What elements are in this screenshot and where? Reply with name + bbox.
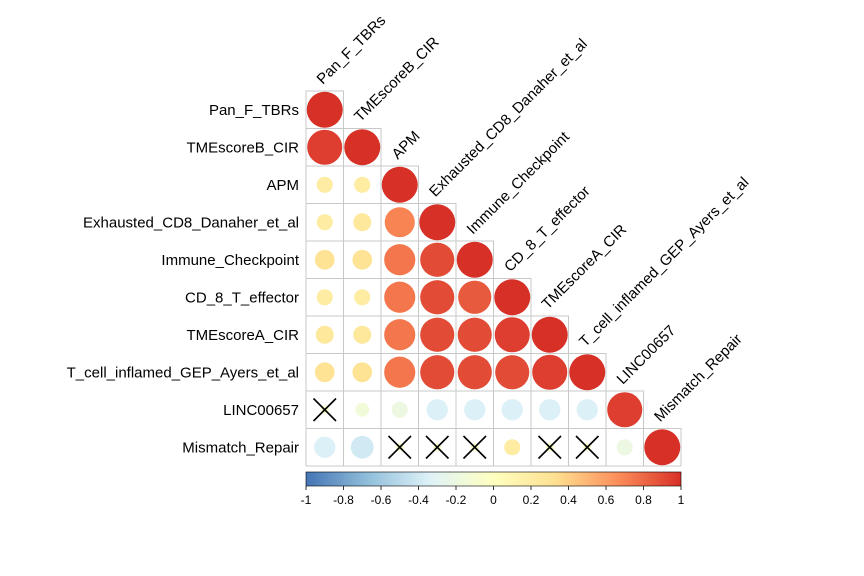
- corr-circle-7-1: [352, 362, 373, 383]
- insignificance-crosses: [312, 397, 600, 460]
- corr-circle-9-5: [504, 439, 521, 456]
- column-label-3: Exhausted_CD8_Danaher_et_al: [426, 36, 591, 201]
- corr-circle-6-0: [315, 325, 334, 344]
- colorbar-tick-label-9: 0.8: [635, 493, 652, 507]
- row-label-4: Immune_Checkpoint: [161, 252, 299, 269]
- insig-cross-9-7: [575, 435, 600, 460]
- corr-circle-2-1: [354, 176, 371, 193]
- corr-circle-4-3: [420, 242, 455, 277]
- column-label-0: Pan_F_TBRs: [314, 12, 390, 88]
- corr-circle-7-7: [569, 354, 606, 391]
- corr-circle-3-2: [384, 207, 415, 238]
- corr-circle-4-1: [352, 249, 373, 270]
- corr-circle-8-7: [576, 399, 598, 421]
- corr-circle-9-0: [314, 436, 336, 458]
- corr-circle-5-4: [458, 280, 492, 314]
- colorbar: -1 -0.8 -0.6 -0.4 -0.2 0 0.2 0.4 0.6 0.8 1: [301, 471, 685, 507]
- corr-circle-8-6: [539, 399, 561, 421]
- corr-circle-7-2: [384, 356, 416, 388]
- colorbar-tick-label-0: -1: [301, 493, 312, 507]
- corr-circle-6-3: [420, 317, 455, 352]
- corr-circle-2-0: [316, 176, 333, 193]
- corr-circle-8-4: [464, 399, 486, 421]
- corr-circle-0-0: [306, 91, 343, 128]
- cell-3-1: [343, 203, 382, 242]
- colorbar-tick-label-5: 0: [490, 493, 497, 507]
- corr-circle-7-6: [532, 354, 568, 390]
- row-label-2: APM: [266, 177, 299, 194]
- corr-circle-7-4: [457, 355, 492, 390]
- corr-circle-3-3: [419, 204, 456, 241]
- row-labels: Pan_F_TBRs TMEscoreB_CIR APM Exhausted_CD8_…: [67, 102, 300, 457]
- row-label-1: TMEscoreB_CIR: [186, 139, 299, 156]
- corr-circle-4-4: [456, 241, 493, 278]
- insig-cross-9-3: [425, 435, 450, 460]
- corr-circle-8-5: [501, 399, 523, 421]
- corr-circle-9-1: [350, 435, 374, 459]
- colorbar-tick-label-10: 1: [678, 493, 685, 507]
- corr-circle-6-6: [531, 316, 568, 353]
- colorbar-tick-label-6: 0.2: [523, 493, 540, 507]
- corr-circle-8-1: [355, 402, 370, 417]
- corr-circle-5-1: [354, 289, 371, 306]
- colorbar-tick-label-8: 0.6: [598, 493, 615, 507]
- corr-circle-8-3: [426, 399, 448, 421]
- corr-circle-5-3: [420, 280, 455, 315]
- colorbar-tick-label-2: -0.6: [371, 493, 392, 507]
- insig-cross-9-2: [387, 435, 412, 460]
- corr-circle-5-2: [384, 281, 416, 313]
- corr-circle-2-2: [381, 166, 418, 203]
- row-label-6: TMEscoreA_CIR: [186, 327, 299, 344]
- insig-cross-8-0: [312, 397, 337, 422]
- row-label-3: Exhausted_CD8_Danaher_et_al: [83, 214, 299, 231]
- corr-circle-7-5: [495, 355, 530, 390]
- row-label-0: Pan_F_TBRs: [209, 102, 299, 119]
- cell-6-0: [305, 315, 344, 354]
- colorbar-tick-label-7: 0.4: [560, 493, 577, 507]
- corr-circle-4-0: [314, 249, 335, 270]
- insig-cross-9-6: [537, 435, 562, 460]
- row-label-9: Mismatch_Repair: [182, 439, 299, 456]
- row-label-5: CD_8_T_effector: [185, 289, 299, 306]
- corr-circle-8-2: [391, 401, 408, 418]
- corr-circle-3-0: [316, 214, 333, 231]
- corr-circle-5-5: [494, 279, 531, 316]
- colorbar-tick-label-1: -0.8: [333, 493, 354, 507]
- corr-circle-3-1: [353, 213, 372, 232]
- corr-circle-6-2: [384, 319, 416, 351]
- corr-circle-7-0: [314, 362, 335, 383]
- column-label-2: APM: [389, 128, 424, 163]
- row-label-8: LINC00657: [223, 402, 299, 419]
- corr-circle-6-1: [353, 325, 372, 344]
- corr-circle-7-3: [420, 355, 455, 390]
- column-label-8: LINC00657: [614, 322, 680, 388]
- corr-circle-8-8: [607, 392, 643, 428]
- corr-circle-9-9: [644, 429, 681, 466]
- corr-circle-5-0: [316, 289, 333, 306]
- corr-circle-6-5: [494, 317, 530, 353]
- colorbar-tick-label-4: -0.2: [446, 493, 467, 507]
- corr-circle-1-1: [344, 129, 381, 166]
- corr-circle-4-2: [384, 244, 416, 276]
- correlation-circles: [306, 91, 681, 466]
- row-label-7: T_cell_inflamed_GEP_Ayers_et_al: [67, 364, 299, 381]
- insig-cross-9-4: [462, 435, 487, 460]
- corr-circle-6-4: [457, 317, 492, 352]
- corr-circle-1-0: [307, 129, 343, 165]
- colorbar-tick-label-3: -0.4: [408, 493, 429, 507]
- colorbar-gradient: [305, 471, 682, 487]
- corr-circle-9-8: [616, 439, 633, 456]
